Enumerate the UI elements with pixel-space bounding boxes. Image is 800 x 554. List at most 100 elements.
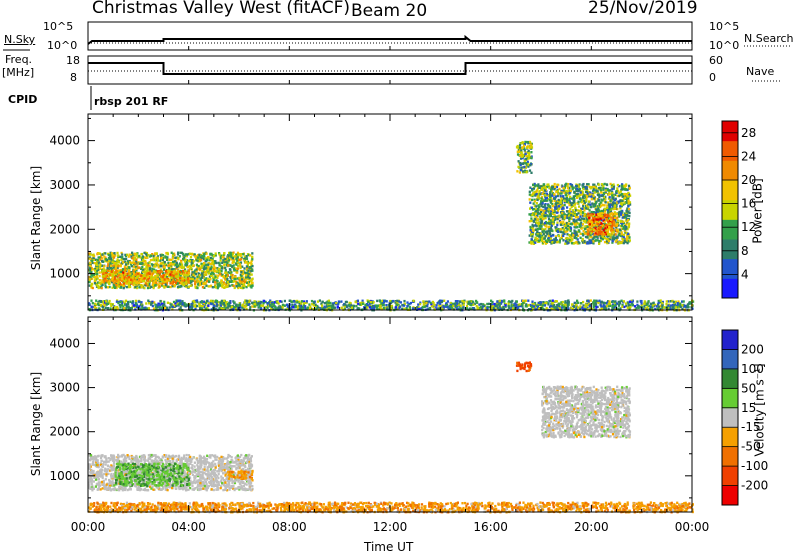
scatter-cell — [135, 302, 138, 305]
scatter-cell — [555, 207, 559, 211]
scatter-cell — [101, 283, 104, 286]
scatter-cell — [670, 300, 673, 303]
scatter-cell — [544, 224, 547, 227]
scatter-cell — [536, 212, 539, 216]
scatter-cell — [113, 279, 116, 282]
scatter-cell — [619, 199, 622, 202]
scatter-cell — [92, 256, 95, 260]
scatter-cell — [217, 285, 220, 288]
scatter-cell — [168, 278, 171, 281]
scatter-cell — [543, 301, 546, 305]
scatter-cell — [246, 262, 249, 265]
scatter-cell — [120, 284, 123, 288]
scatter-cell — [170, 278, 173, 281]
scatter-cell — [230, 273, 233, 277]
scatter-cell — [589, 205, 592, 208]
scatter-cell — [565, 182, 568, 186]
scatter-cell — [637, 306, 640, 309]
scatter-cell — [585, 197, 588, 201]
scatter-cell — [616, 187, 619, 190]
scatter-cell — [91, 305, 94, 309]
scatter-cell — [271, 303, 274, 306]
scatter-cell — [226, 281, 229, 284]
scatter-cell — [595, 200, 598, 203]
scatter-cell — [227, 271, 230, 274]
scatter-cell — [206, 277, 210, 281]
scatter-cell — [592, 240, 595, 243]
scatter-cell — [183, 301, 186, 305]
scatter-cell — [191, 301, 194, 304]
scatter-cell — [549, 206, 552, 210]
scatter-cell — [168, 258, 171, 261]
scatter-cell — [218, 307, 221, 310]
scatter-cell — [226, 257, 229, 261]
scatter-cell — [607, 197, 611, 200]
scatter-cell — [245, 307, 248, 311]
scatter-cell — [225, 285, 228, 288]
scatter-cell — [611, 241, 614, 244]
scatter-cell — [172, 260, 175, 264]
scatter-cell — [587, 195, 590, 198]
scatter-cell — [540, 305, 543, 308]
scatter-cell — [126, 281, 129, 284]
scatter-cell — [507, 302, 510, 305]
scatter-cell — [150, 303, 153, 306]
scatter-cell — [247, 303, 250, 306]
scatter-cell — [166, 279, 169, 282]
scatter-cell — [613, 211, 616, 214]
scatter-cell — [236, 259, 239, 263]
scatter-cell — [461, 299, 464, 303]
scatter-cell — [229, 300, 232, 303]
scatter-cell — [368, 302, 371, 305]
scatter-cell — [100, 260, 104, 263]
scatter-cell — [219, 306, 222, 310]
scatter-cell — [337, 300, 340, 303]
scatter-cell — [657, 303, 660, 306]
scatter-cell — [178, 255, 181, 258]
scatter-cell — [481, 305, 484, 308]
scatter-cell — [614, 197, 617, 200]
scatter-cell — [136, 281, 139, 284]
scatter-cell — [148, 282, 151, 286]
scatter-cell — [90, 271, 93, 275]
scatter-cell — [590, 198, 593, 201]
scatter-cell — [184, 253, 187, 256]
scatter-cell — [652, 304, 655, 307]
scatter-cell — [166, 256, 169, 259]
scatter-cell — [566, 233, 569, 236]
scatter-cell — [204, 270, 208, 274]
scatter-cell — [627, 302, 630, 306]
scatter-cell — [532, 242, 536, 245]
scatter-cell — [158, 306, 161, 309]
scatter-cell — [423, 305, 426, 308]
scatter-cell — [122, 280, 125, 284]
scatter-cell — [301, 305, 304, 308]
scatter-cell — [567, 201, 570, 204]
scatter-cell — [192, 260, 195, 263]
scatter-cell — [626, 301, 629, 304]
scatter-cell — [540, 197, 543, 200]
scatter-cell — [203, 305, 206, 309]
scatter-cell — [538, 212, 541, 215]
scatter-cell — [147, 272, 150, 275]
scatter-cell — [574, 207, 577, 210]
scatter-cell — [528, 234, 531, 237]
scatter-cell — [292, 300, 296, 303]
scatter-cell — [577, 222, 580, 225]
scatter-cell — [306, 306, 309, 309]
scatter-cell — [529, 194, 533, 197]
scatter-cell — [209, 269, 212, 272]
scatter-cell — [313, 302, 316, 306]
scatter-cell — [582, 187, 585, 191]
scatter-cell — [116, 266, 119, 269]
scatter-cell — [327, 308, 330, 311]
scatter-cell — [201, 286, 204, 289]
scatter-cell — [568, 219, 571, 223]
scatter-cell — [549, 239, 552, 242]
scatter-cell — [104, 273, 107, 276]
scatter-cell — [173, 253, 176, 257]
scatter-cell — [621, 305, 624, 308]
scatter-cell — [128, 272, 131, 275]
scatter-cell — [194, 286, 197, 289]
scatter-cell — [442, 306, 445, 310]
